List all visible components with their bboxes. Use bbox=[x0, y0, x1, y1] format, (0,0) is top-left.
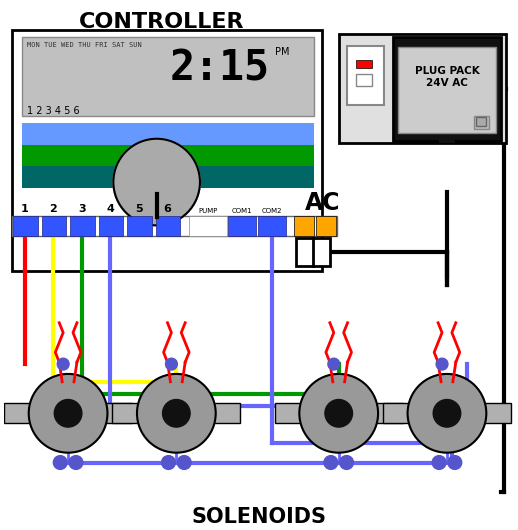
Circle shape bbox=[162, 456, 176, 470]
Text: COM1: COM1 bbox=[232, 208, 253, 214]
Circle shape bbox=[166, 358, 177, 370]
Bar bbox=[12, 216, 337, 236]
Circle shape bbox=[113, 139, 200, 225]
Bar bbox=[339, 34, 506, 143]
Circle shape bbox=[328, 358, 340, 370]
Circle shape bbox=[57, 358, 69, 370]
Bar bbox=[347, 46, 384, 105]
Text: MON TUE WED THU FRI SAT SUN: MON TUE WED THU FRI SAT SUN bbox=[27, 42, 141, 48]
Bar bbox=[483, 403, 511, 423]
Circle shape bbox=[448, 456, 462, 470]
Bar bbox=[4, 403, 32, 423]
Circle shape bbox=[54, 400, 82, 427]
Circle shape bbox=[436, 358, 448, 370]
Bar bbox=[41, 216, 66, 236]
Circle shape bbox=[324, 456, 338, 470]
Circle shape bbox=[340, 456, 353, 470]
Circle shape bbox=[299, 374, 378, 453]
Bar bbox=[70, 216, 95, 236]
Circle shape bbox=[325, 400, 352, 427]
Circle shape bbox=[177, 456, 191, 470]
Bar bbox=[393, 38, 501, 141]
Text: CONTROLLER: CONTROLLER bbox=[79, 12, 244, 32]
Bar bbox=[316, 216, 336, 236]
Text: 1: 1 bbox=[21, 204, 28, 214]
Circle shape bbox=[432, 456, 446, 470]
Text: PLUG PACK
24V AC: PLUG PACK 24V AC bbox=[414, 66, 479, 87]
Bar bbox=[12, 30, 322, 271]
Bar bbox=[356, 74, 372, 86]
Bar bbox=[22, 123, 314, 145]
Circle shape bbox=[69, 456, 83, 470]
Bar bbox=[473, 116, 490, 129]
Text: AC: AC bbox=[305, 190, 341, 215]
Text: PM: PM bbox=[275, 47, 289, 57]
Bar bbox=[213, 403, 240, 423]
Text: 2: 2 bbox=[49, 204, 57, 214]
Bar bbox=[189, 216, 226, 236]
Text: 5: 5 bbox=[135, 204, 143, 214]
Text: PUMP: PUMP bbox=[198, 208, 218, 214]
Bar bbox=[22, 145, 314, 166]
Bar bbox=[22, 38, 314, 116]
Bar bbox=[398, 47, 496, 133]
Bar bbox=[439, 139, 455, 143]
Text: 1 2 3 4 5 6: 1 2 3 4 5 6 bbox=[27, 107, 79, 116]
Bar bbox=[294, 216, 314, 236]
Bar bbox=[156, 216, 180, 236]
Bar bbox=[228, 216, 256, 236]
Text: 4: 4 bbox=[107, 204, 114, 214]
Bar bbox=[13, 216, 38, 236]
Bar bbox=[383, 403, 411, 423]
Bar bbox=[105, 403, 132, 423]
Bar bbox=[375, 403, 402, 423]
Bar bbox=[356, 60, 372, 68]
Bar bbox=[127, 216, 152, 236]
Bar bbox=[258, 216, 285, 236]
Circle shape bbox=[408, 374, 486, 453]
Bar bbox=[22, 166, 314, 188]
Circle shape bbox=[163, 400, 190, 427]
Bar bbox=[296, 238, 330, 266]
Circle shape bbox=[28, 374, 107, 453]
Text: 2:15: 2:15 bbox=[170, 47, 270, 89]
Text: COM2: COM2 bbox=[262, 208, 282, 214]
Bar bbox=[98, 216, 123, 236]
Text: 6: 6 bbox=[164, 204, 171, 214]
Text: 3: 3 bbox=[78, 204, 85, 214]
Bar bbox=[275, 403, 303, 423]
Circle shape bbox=[433, 400, 461, 427]
Circle shape bbox=[53, 456, 67, 470]
Bar bbox=[112, 403, 140, 423]
Bar bbox=[477, 117, 486, 126]
Circle shape bbox=[137, 374, 215, 453]
Text: SOLENOIDS: SOLENOIDS bbox=[192, 507, 326, 527]
